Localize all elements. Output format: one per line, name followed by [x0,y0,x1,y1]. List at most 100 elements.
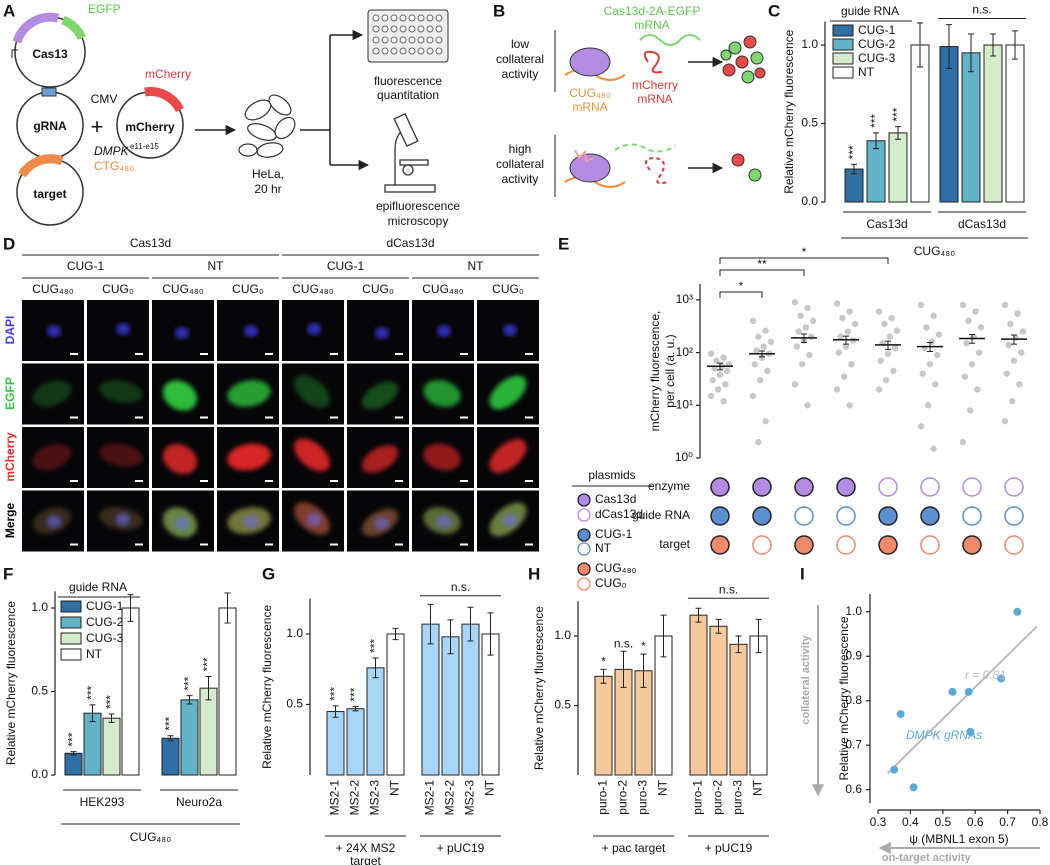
cell [162,380,198,411]
legend-label: NT [86,647,103,661]
well [426,47,434,55]
plasmid-label: mCherry [125,120,175,134]
cell [227,380,271,407]
point [1001,301,1009,309]
arrow [300,35,331,165]
matrix-dot [794,477,814,497]
well [408,14,416,22]
cell-body [162,443,198,475]
legend-dot [577,493,591,507]
bar [346,708,365,776]
cell [423,507,461,534]
cas13d [569,47,611,77]
cell [162,507,198,538]
nucleus [375,517,389,530]
cell [361,381,399,410]
well [372,14,380,22]
nucleus [175,327,189,339]
bar [326,711,345,776]
mrna-label: mCherry [632,78,678,92]
bar [866,140,886,203]
target-header: CUG₄₈₀ [422,282,464,296]
matrix-dot [878,535,898,555]
cell-body [227,443,271,471]
step-label: epifluorescence [376,199,460,213]
panel-a: Cas13 EGFP gRNA + CMV mCherry mCherry ta… [11,2,460,228]
annotation: DMPK gRNAs [906,728,982,742]
target-header: CUG₄₈₀ [292,282,334,296]
guide-header: NT [208,259,225,273]
x-tick-label: 0.3 [870,815,887,829]
nucleus [437,325,451,337]
point [809,317,817,325]
well [426,14,434,22]
group-label: + 24X MS2 [336,841,396,855]
mcherry-gene [144,87,185,113]
error-bar [1012,30,1018,60]
significance: *** [846,145,860,159]
point [930,445,937,452]
matrix-dot [878,477,898,497]
cell [489,502,527,537]
error-bar [447,619,454,655]
significance: *** [868,114,882,128]
bar [366,667,385,776]
y-tick-label: 1.0 [845,604,862,618]
legend-title: plasmids [588,468,635,482]
channel-label: Merge [3,503,17,539]
x-tick-label: MS2-3 [368,780,382,816]
cell-body [489,375,527,410]
point [961,373,968,380]
legend-label: CUG₄₈₀ [595,561,637,575]
well [408,25,416,33]
matrix-dot [836,506,856,526]
mrna-label: Cas13d-2A-EGFP [604,4,701,18]
bar [888,132,908,203]
cell [361,445,399,473]
group-label: Cas13d [866,217,907,231]
well [417,25,425,33]
condition-label: low [511,37,529,51]
point [715,386,722,393]
matrix-dot [710,477,730,497]
significance: *** [104,695,118,709]
nucleus [307,323,321,335]
error-bar [885,340,891,350]
bar [199,687,218,776]
cell [244,325,258,337]
x-tick-label: 0.6 [967,815,984,829]
well [390,36,398,44]
legend-label: Cas13d [595,492,636,506]
cell-label: 20 hr [254,182,281,196]
nucleus [47,515,61,528]
signif-bracket [719,291,763,298]
point [707,392,715,400]
y-axis-label: Relative mCherry fluorescence [532,606,546,770]
legend-dot [577,562,591,576]
cell [99,507,143,530]
error-bar [640,653,647,688]
cell [32,507,72,534]
point [930,312,937,319]
cell [162,443,198,475]
x-tick-label: MS2-1 [423,780,437,816]
cell [361,508,399,537]
point [749,317,757,325]
enzyme-header: dCas13d [386,236,434,250]
row-label: guide RNA [632,508,690,522]
y-tick-label: 0.8 [845,693,862,707]
error-bar [755,618,762,654]
error-bar [990,33,996,57]
microscope [384,113,436,193]
matrix-dot [1004,506,1024,526]
step-label: fluorescence [374,74,442,88]
error-bar [467,606,474,642]
panel-label: H [528,564,540,583]
point [877,357,884,364]
well [399,25,407,33]
well [372,36,380,44]
significance: *** [328,687,342,701]
point [762,327,769,334]
bar [749,635,768,776]
